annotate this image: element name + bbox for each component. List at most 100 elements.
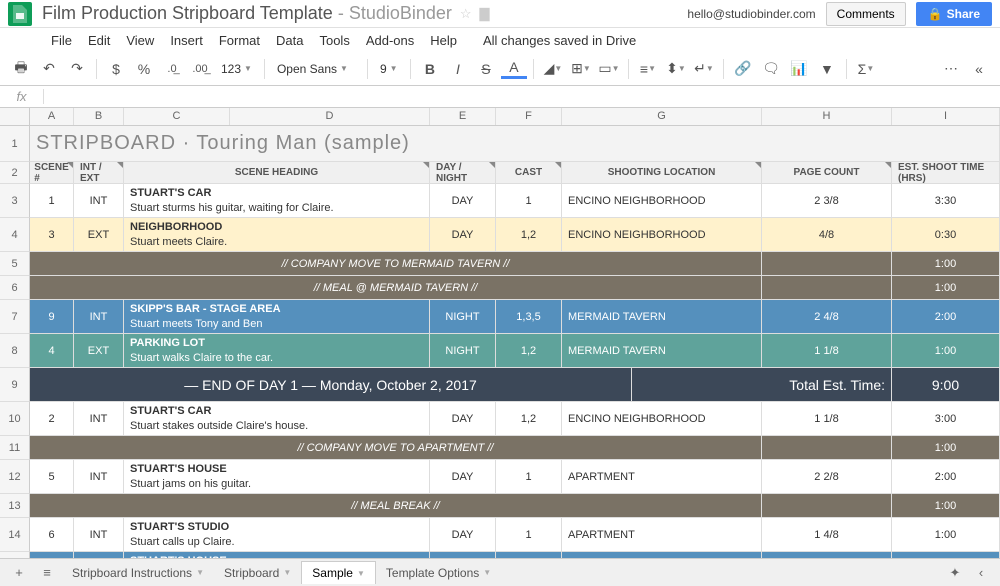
page-count[interactable]: 1 1/8	[762, 402, 892, 435]
location[interactable]: APARTMENT	[562, 460, 762, 493]
percent-icon[interactable]: %	[131, 56, 157, 82]
add-sheet-icon[interactable]: +	[6, 562, 32, 584]
menu-edit[interactable]: Edit	[81, 31, 117, 50]
header-cell[interactable]: INT / EXT	[74, 162, 124, 183]
day-night[interactable]: DAY	[430, 518, 496, 551]
menu-help[interactable]: Help	[423, 31, 464, 50]
page-count[interactable]: 1 4/8	[762, 518, 892, 551]
all-sheets-icon[interactable]: ≡	[34, 562, 60, 584]
header-cell[interactable]: CAST	[496, 162, 562, 183]
halign-icon[interactable]: ≡▼	[635, 56, 661, 82]
row-num[interactable]: 10	[0, 402, 30, 436]
format-more[interactable]: 123▼	[215, 60, 258, 78]
menu-view[interactable]: View	[119, 31, 161, 50]
valign-icon[interactable]: ⬍▼	[663, 56, 689, 82]
cast[interactable]: 1,2	[496, 334, 562, 367]
fontsize-select[interactable]: 9▼	[374, 60, 404, 78]
shoot-time[interactable]: 1:00	[892, 334, 1000, 367]
expand-icon[interactable]: «	[966, 56, 992, 82]
chart-icon[interactable]: 📊	[786, 56, 812, 82]
location[interactable]: ENCINO NEIGHBORHOOD	[562, 218, 762, 251]
shoot-time[interactable]: 3:00	[892, 402, 1000, 435]
scene-num[interactable]: 1	[30, 184, 74, 217]
shoot-time[interactable]: 2:00	[892, 300, 1000, 333]
row-num[interactable]: 9	[0, 368, 30, 402]
row-num[interactable]: 12	[0, 460, 30, 494]
day-night[interactable]: NIGHT	[430, 300, 496, 333]
day-night[interactable]: DAY	[430, 460, 496, 493]
font-select[interactable]: Open Sans▼	[271, 60, 361, 78]
account-email[interactable]: hello@studiobinder.com	[687, 7, 815, 21]
banner-text[interactable]: // MEAL BREAK //	[30, 494, 762, 517]
scene-heading[interactable]: STUART'S CARStuart stakes outside Claire…	[124, 402, 430, 435]
int-ext[interactable]: EXT	[74, 218, 124, 251]
header-cell[interactable]: EST. SHOOT TIME (HRS)	[892, 162, 1000, 183]
borders-icon[interactable]: ⊞▼	[568, 56, 594, 82]
link-icon[interactable]: 🔗	[730, 56, 756, 82]
strike-icon[interactable]: S	[473, 56, 499, 82]
undo-icon[interactable]: ↶	[36, 56, 62, 82]
header-cell[interactable]: SCENE #	[30, 162, 74, 183]
page-count[interactable]: 2 3/8	[762, 184, 892, 217]
row-num[interactable]: 13	[0, 494, 30, 518]
cast[interactable]: 1	[496, 460, 562, 493]
location[interactable]: ENCINO NEIGHBORHOOD	[562, 184, 762, 217]
spreadsheet-grid[interactable]: 1STRIPBOARD · Touring Man (sample)2SCENE…	[0, 126, 1000, 586]
currency-icon[interactable]: $	[103, 56, 129, 82]
total-time[interactable]: 9:00	[892, 368, 1000, 401]
row-num[interactable]: 6	[0, 276, 30, 300]
row-num[interactable]: 3	[0, 184, 30, 218]
banner-blank[interactable]	[762, 436, 892, 459]
page-count[interactable]: 4/8	[762, 218, 892, 251]
scene-num[interactable]: 2	[30, 402, 74, 435]
col-head-B[interactable]: B	[74, 108, 124, 125]
banner-time[interactable]: 1:00	[892, 276, 1000, 299]
sheet-tab[interactable]: Template Options▼	[376, 561, 501, 584]
col-head-C[interactable]: C	[124, 108, 230, 125]
col-head-I[interactable]: I	[892, 108, 1000, 125]
share-button[interactable]: 🔒 Share	[916, 2, 992, 26]
cast[interactable]: 1,2	[496, 402, 562, 435]
scene-heading[interactable]: STUART'S HOUSEStuart jams on his guitar.	[124, 460, 430, 493]
folder-icon[interactable]: ▇	[480, 6, 490, 22]
banner-text[interactable]: // COMPANY MOVE TO APARTMENT //	[30, 436, 762, 459]
int-ext[interactable]: EXT	[74, 334, 124, 367]
header-cell[interactable]: SHOOTING LOCATION	[562, 162, 762, 183]
scene-num[interactable]: 9	[30, 300, 74, 333]
scene-num[interactable]: 4	[30, 334, 74, 367]
cast[interactable]: 1,3,5	[496, 300, 562, 333]
doc-title[interactable]: Film Production Stripboard Template - St…	[42, 3, 452, 24]
int-ext[interactable]: INT	[74, 402, 124, 435]
banner-blank[interactable]	[762, 494, 892, 517]
comments-button[interactable]: Comments	[826, 2, 906, 26]
banner-text[interactable]: // COMPANY MOVE TO MERMAID TAVERN //	[30, 252, 762, 275]
int-ext[interactable]: INT	[74, 300, 124, 333]
sheets-logo[interactable]	[8, 2, 32, 26]
functions-icon[interactable]: Σ▼	[853, 56, 879, 82]
cast[interactable]: 1	[496, 518, 562, 551]
shoot-time[interactable]: 0:30	[892, 218, 1000, 251]
row-num[interactable]: 2	[0, 162, 30, 184]
menu-format[interactable]: Format	[212, 31, 267, 50]
row-num[interactable]: 11	[0, 436, 30, 460]
banner-blank[interactable]	[762, 276, 892, 299]
fill-color-icon[interactable]: ◢▼	[540, 56, 566, 82]
day-night[interactable]: DAY	[430, 184, 496, 217]
banner-time[interactable]: 1:00	[892, 436, 1000, 459]
menu-file[interactable]: File	[44, 31, 79, 50]
banner-time[interactable]: 1:00	[892, 494, 1000, 517]
row-num[interactable]: 7	[0, 300, 30, 334]
menu-data[interactable]: Data	[269, 31, 310, 50]
scene-heading[interactable]: STUART'S STUDIOStuart calls up Claire.	[124, 518, 430, 551]
italic-icon[interactable]: I	[445, 56, 471, 82]
page-count[interactable]: 1 1/8	[762, 334, 892, 367]
page-count[interactable]: 2 4/8	[762, 300, 892, 333]
text-color-icon[interactable]: A	[501, 59, 527, 79]
menu-tools[interactable]: Tools	[312, 31, 356, 50]
row-num[interactable]: 4	[0, 218, 30, 252]
shoot-time[interactable]: 1:00	[892, 518, 1000, 551]
col-head-F[interactable]: F	[496, 108, 562, 125]
col-head-E[interactable]: E	[430, 108, 496, 125]
banner-time[interactable]: 1:00	[892, 252, 1000, 275]
location[interactable]: ENCINO NEIGHBORHOOD	[562, 402, 762, 435]
